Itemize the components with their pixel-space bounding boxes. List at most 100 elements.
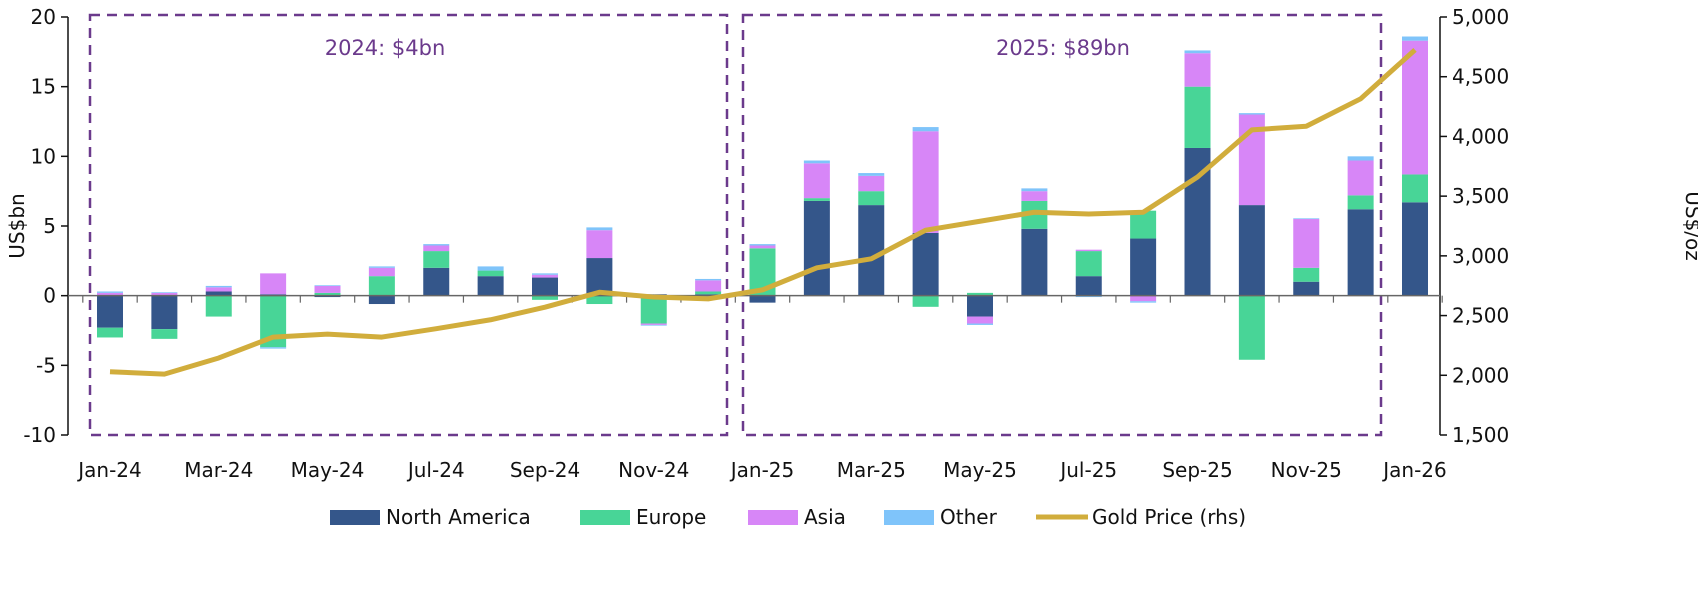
bar-other-Jan-26: [1402, 36, 1428, 41]
y-tick-label: 10: [31, 144, 56, 168]
bar-other-Oct-25: [1238, 113, 1265, 115]
bar-other-Apr-25: [912, 127, 939, 132]
bar-north-america-Mar-24: [205, 291, 232, 296]
y-tick-label: 5: [43, 214, 56, 238]
legend-label: Europe: [636, 505, 706, 529]
bar-other-Nov-24: [640, 324, 667, 326]
bar-europe-Feb-25: [803, 198, 830, 201]
annotation-2024: 2024: $4bn: [325, 36, 446, 60]
bar-asia-Nov-25: [1293, 219, 1320, 268]
bar-asia-Dec-25: [1347, 160, 1374, 196]
bar-north-america-Sep-24: [532, 277, 558, 296]
bar-other-Mar-24: [205, 285, 232, 288]
bar-asia-Mar-24: [205, 287, 232, 292]
bar-north-america-Jan-24: [97, 295, 123, 328]
legend-swatch-north-america: [330, 510, 380, 525]
bar-north-america-Oct-24: [586, 258, 613, 296]
bar-other-Sep-24: [532, 273, 558, 275]
bar-europe-Feb-24: [151, 329, 178, 339]
y2-tick-label: 4,000: [1452, 124, 1509, 148]
bar-europe-Aug-25: [1130, 210, 1157, 239]
bar-other-Apr-24: [260, 347, 287, 349]
bar-north-america-Aug-24: [477, 276, 504, 296]
legend-swatch-europe: [580, 510, 630, 525]
bar-asia-Jan-25: [749, 245, 776, 249]
legend-swatch-asia: [748, 510, 798, 525]
x-tick-label: Sep-25: [1162, 458, 1232, 482]
period-box-2025: [741, 13, 1383, 437]
bar-asia-Sep-24: [532, 274, 558, 278]
y2-tick-label: 3,500: [1452, 184, 1509, 208]
bar-europe-Oct-24: [586, 295, 613, 305]
bar-europe-Dec-25: [1347, 195, 1374, 210]
bar-north-america-Jun-25: [1021, 228, 1048, 296]
bar-other-Mar-25: [858, 173, 885, 176]
bar-asia-Feb-25: [803, 163, 830, 199]
bar-north-america-Oct-25: [1238, 205, 1265, 296]
bar-europe-Jun-24: [368, 276, 395, 296]
y2-tick-label: 5,000: [1452, 5, 1509, 29]
bar-asia-Mar-25: [858, 175, 885, 192]
bar-asia-Jan-24: [97, 292, 123, 296]
bar-asia-Jun-24: [368, 267, 395, 277]
bar-asia-Jun-25: [1021, 191, 1048, 201]
bar-north-america-May-25: [967, 295, 993, 317]
y-tick-label: 0: [43, 284, 56, 308]
bar-europe-Dec-24: [695, 291, 722, 295]
bar-europe-Jul-25: [1075, 251, 1102, 277]
bar-north-america-Nov-25: [1293, 281, 1320, 296]
bar-europe-Aug-24: [477, 270, 504, 277]
annotation-2025: 2025: $89bn: [996, 36, 1130, 60]
bar-europe-May-25: [967, 292, 993, 296]
y-tick-label: -10: [23, 423, 56, 447]
bar-north-america-Jan-25: [749, 295, 776, 303]
bar-europe-Sep-24: [532, 295, 558, 300]
bar-europe-Jan-26: [1402, 174, 1428, 203]
bar-asia-Jul-24: [423, 245, 450, 252]
bar-europe-May-24: [314, 292, 341, 296]
bar-north-america-Mar-25: [858, 205, 885, 296]
x-tick-label: Jan-24: [76, 458, 142, 482]
bar-north-america-Apr-25: [912, 232, 939, 296]
bar-other-Aug-25: [1130, 301, 1157, 303]
y-tick-label: -5: [36, 353, 56, 377]
bar-europe-Nov-24: [640, 295, 667, 324]
y2-tick-label: 1,500: [1452, 423, 1509, 447]
bar-other-Feb-24: [151, 292, 178, 293]
bar-asia-Apr-25: [912, 131, 939, 233]
x-tick-label: Nov-24: [618, 458, 689, 482]
bar-north-america-Jul-24: [423, 267, 450, 296]
bar-asia-Dec-24: [695, 280, 722, 292]
y2-tick-label: 3,000: [1452, 244, 1509, 268]
bar-other-Aug-24: [477, 266, 504, 271]
bar-other-May-24: [314, 285, 341, 286]
gold-price-line: [109, 47, 1417, 377]
bar-asia-Aug-25: [1130, 295, 1157, 302]
bar-other-Oct-24: [586, 227, 613, 231]
bar-europe-Nov-25: [1293, 267, 1320, 282]
bar-north-america-Feb-24: [151, 295, 178, 330]
bar-europe-Oct-25: [1238, 295, 1265, 360]
legend: North America Europe Asia Other Gold Price (…: [330, 505, 1246, 529]
bar-europe-Apr-25: [912, 295, 939, 307]
legend-swatch-other: [884, 510, 934, 525]
bar-north-america-Jul-25: [1075, 276, 1102, 296]
bar-asia-Jul-25: [1075, 249, 1102, 252]
bar-other-Jul-24: [423, 244, 450, 246]
bar-north-america-Aug-25: [1130, 238, 1157, 296]
bar-north-america-Jun-24: [368, 295, 395, 305]
legend-label: Other: [940, 505, 998, 529]
legend-label: North America: [386, 505, 531, 529]
x-tick-label: May-25: [943, 458, 1017, 482]
bar-north-america-Jan-26: [1402, 202, 1428, 296]
bar-other-Nov-25: [1293, 218, 1320, 220]
bar-asia-Sep-25: [1184, 53, 1211, 87]
bar-other-Jun-24: [368, 266, 395, 268]
bar-europe-Jul-24: [423, 251, 450, 268]
bar-north-america-Feb-25: [803, 200, 830, 296]
y-tick-label: 20: [31, 5, 56, 29]
x-tick-label: Nov-25: [1271, 458, 1342, 482]
x-tick-label: May-24: [291, 458, 365, 482]
bar-other-Feb-25: [803, 160, 830, 164]
